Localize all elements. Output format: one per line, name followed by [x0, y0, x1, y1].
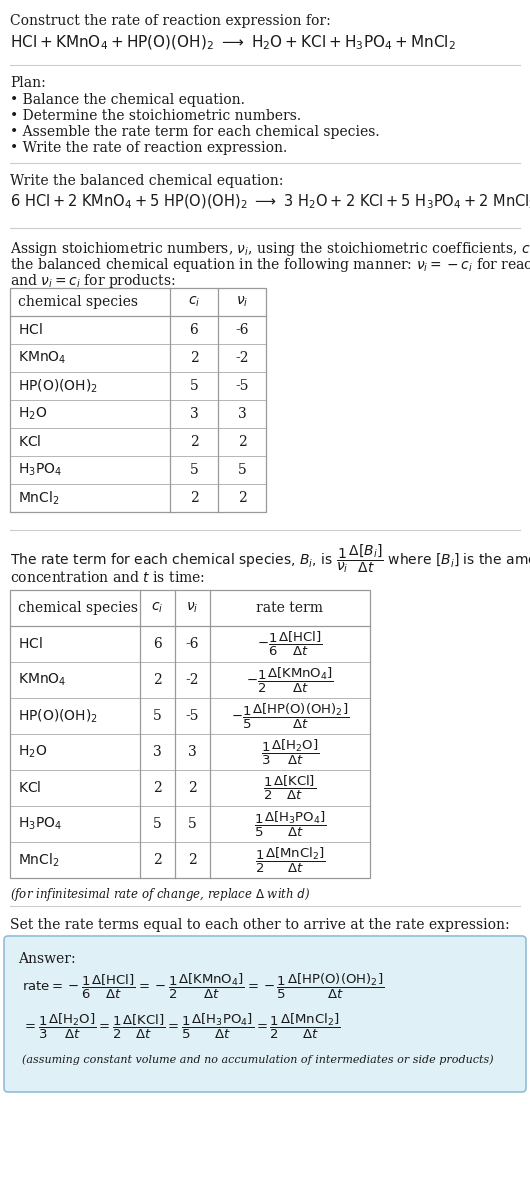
Text: 5: 5	[237, 464, 246, 477]
Text: $\mathregular{H_2O}$: $\mathregular{H_2O}$	[18, 744, 47, 760]
Text: 2: 2	[237, 435, 246, 449]
Text: the balanced chemical equation in the following manner: $\nu_i = -c_i$ for react: the balanced chemical equation in the fo…	[10, 256, 530, 275]
Text: 3: 3	[190, 407, 198, 421]
Text: $\mathrm{rate} = -\dfrac{1}{6}\dfrac{\Delta[\mathregular{HCl}]}{\Delta t} = -\df: $\mathrm{rate} = -\dfrac{1}{6}\dfrac{\De…	[22, 972, 384, 1002]
Text: Set the rate terms equal to each other to arrive at the rate expression:: Set the rate terms equal to each other t…	[10, 917, 510, 932]
Text: $\mathregular{HCl}$: $\mathregular{HCl}$	[18, 323, 43, 337]
Text: 2: 2	[190, 352, 198, 365]
Text: -5: -5	[186, 709, 199, 722]
Text: • Write the rate of reaction expression.: • Write the rate of reaction expression.	[10, 141, 287, 155]
Text: (for infinitesimal rate of change, replace $\Delta$ with $d$): (for infinitesimal rate of change, repla…	[10, 886, 311, 903]
Text: • Balance the chemical equation.: • Balance the chemical equation.	[10, 93, 245, 107]
Text: 2: 2	[190, 491, 198, 504]
Text: -2: -2	[186, 673, 199, 687]
Text: $\dfrac{1}{3}\dfrac{\Delta[\mathregular{H_2O}]}{\Delta t}$: $\dfrac{1}{3}\dfrac{\Delta[\mathregular{…	[261, 737, 319, 767]
Bar	[10, 590, 370, 878]
Text: $\nu_i$: $\nu_i$	[236, 295, 248, 309]
Text: 2: 2	[188, 852, 197, 867]
Text: $\nu_i$: $\nu_i$	[187, 601, 199, 615]
Text: $\mathregular{KCl}$: $\mathregular{KCl}$	[18, 435, 41, 449]
Text: $\mathregular{6\ HCl + 2\ KMnO_4 + 5\ HP(O)(OH)_2}$$\ \longrightarrow\ $$\mathre: $\mathregular{6\ HCl + 2\ KMnO_4 + 5\ HP…	[10, 193, 530, 212]
Text: -6: -6	[235, 323, 249, 337]
Text: $c_i$: $c_i$	[152, 601, 164, 615]
Text: 3: 3	[153, 745, 162, 759]
Text: Answer:: Answer:	[18, 952, 76, 966]
Text: $\mathregular{MnCl_2}$: $\mathregular{MnCl_2}$	[18, 851, 60, 869]
Text: rate term: rate term	[257, 601, 323, 615]
Text: (assuming constant volume and no accumulation of intermediates or side products): (assuming constant volume and no accumul…	[22, 1054, 493, 1064]
Text: $-\dfrac{1}{5}\dfrac{\Delta[\mathregular{HP(O)(OH)_2}]}{\Delta t}$: $-\dfrac{1}{5}\dfrac{\Delta[\mathregular…	[231, 702, 349, 731]
Text: 5: 5	[188, 818, 197, 831]
FancyBboxPatch shape	[4, 936, 526, 1092]
Text: 2: 2	[153, 673, 162, 687]
Text: 2: 2	[153, 781, 162, 795]
Text: $\mathregular{HCl}$: $\mathregular{HCl}$	[18, 637, 43, 651]
Text: 5: 5	[153, 709, 162, 722]
Text: $\dfrac{1}{2}\dfrac{\Delta[\mathregular{MnCl_2}]}{\Delta t}$: $\dfrac{1}{2}\dfrac{\Delta[\mathregular{…	[255, 845, 325, 874]
Text: chemical species: chemical species	[18, 295, 138, 309]
Text: 6: 6	[153, 637, 162, 651]
Text: $\dfrac{1}{2}\dfrac{\Delta[\mathregular{KCl}]}{\Delta t}$: $\dfrac{1}{2}\dfrac{\Delta[\mathregular{…	[263, 774, 316, 802]
Text: 2: 2	[190, 435, 198, 449]
Text: • Assemble the rate term for each chemical species.: • Assemble the rate term for each chemic…	[10, 125, 379, 138]
Text: 5: 5	[153, 818, 162, 831]
Text: -6: -6	[186, 637, 199, 651]
Text: Assign stoichiometric numbers, $\nu_i$, using the stoichiometric coefficients, $: Assign stoichiometric numbers, $\nu_i$, …	[10, 240, 530, 258]
Text: $\mathregular{H_3PO_4}$: $\mathregular{H_3PO_4}$	[18, 816, 62, 832]
Text: -5: -5	[235, 379, 249, 393]
Text: The rate term for each chemical species, $B_i$, is $\dfrac{1}{\nu_i}\dfrac{\Delt: The rate term for each chemical species,…	[10, 542, 530, 574]
Text: 5: 5	[190, 379, 198, 393]
Text: $\mathregular{KMnO_4}$: $\mathregular{KMnO_4}$	[18, 672, 66, 689]
Text: chemical species: chemical species	[18, 601, 138, 615]
Text: $-\dfrac{1}{2}\dfrac{\Delta[\mathregular{KMnO_4}]}{\Delta t}$: $-\dfrac{1}{2}\dfrac{\Delta[\mathregular…	[246, 666, 334, 695]
Text: Construct the rate of reaction expression for:: Construct the rate of reaction expressio…	[10, 14, 331, 28]
Text: $\mathregular{KCl}$: $\mathregular{KCl}$	[18, 780, 41, 796]
Text: $\mathregular{H_2O}$: $\mathregular{H_2O}$	[18, 406, 47, 423]
Text: Plan:: Plan:	[10, 76, 46, 90]
Text: $\mathregular{HCl + KMnO_4 + HP(O)(OH)_2}$$\ \longrightarrow\ $$\mathregular{H_2: $\mathregular{HCl + KMnO_4 + HP(O)(OH)_2…	[10, 34, 456, 53]
Text: concentration and $t$ is time:: concentration and $t$ is time:	[10, 569, 205, 585]
Text: Write the balanced chemical equation:: Write the balanced chemical equation:	[10, 175, 284, 188]
Text: $\mathregular{H_3PO_4}$: $\mathregular{H_3PO_4}$	[18, 462, 62, 478]
Text: 2: 2	[153, 852, 162, 867]
Text: $-\dfrac{1}{6}\dfrac{\Delta[\mathregular{HCl}]}{\Delta t}$: $-\dfrac{1}{6}\dfrac{\Delta[\mathregular…	[257, 630, 323, 659]
Text: 3: 3	[188, 745, 197, 759]
Text: and $\nu_i = c_i$ for products:: and $\nu_i = c_i$ for products:	[10, 272, 175, 290]
Text: 2: 2	[188, 781, 197, 795]
Text: $\dfrac{1}{5}\dfrac{\Delta[\mathregular{H_3PO_4}]}{\Delta t}$: $\dfrac{1}{5}\dfrac{\Delta[\mathregular{…	[254, 809, 326, 839]
Text: 3: 3	[237, 407, 246, 421]
Text: 2: 2	[237, 491, 246, 504]
Text: 6: 6	[190, 323, 198, 337]
Text: $c_i$: $c_i$	[188, 295, 200, 309]
Bar	[10, 288, 266, 512]
Text: • Determine the stoichiometric numbers.: • Determine the stoichiometric numbers.	[10, 110, 301, 123]
Text: $\mathregular{MnCl_2}$: $\mathregular{MnCl_2}$	[18, 489, 60, 507]
Text: -2: -2	[235, 352, 249, 365]
Text: $= \dfrac{1}{3}\dfrac{\Delta[\mathregular{H_2O}]}{\Delta t} = \dfrac{1}{2}\dfrac: $= \dfrac{1}{3}\dfrac{\Delta[\mathregula…	[22, 1013, 341, 1041]
Text: 5: 5	[190, 464, 198, 477]
Text: $\mathregular{HP(O)(OH)_2}$: $\mathregular{HP(O)(OH)_2}$	[18, 377, 98, 395]
Text: $\mathregular{KMnO_4}$: $\mathregular{KMnO_4}$	[18, 350, 66, 366]
Text: $\mathregular{HP(O)(OH)_2}$: $\mathregular{HP(O)(OH)_2}$	[18, 707, 98, 725]
